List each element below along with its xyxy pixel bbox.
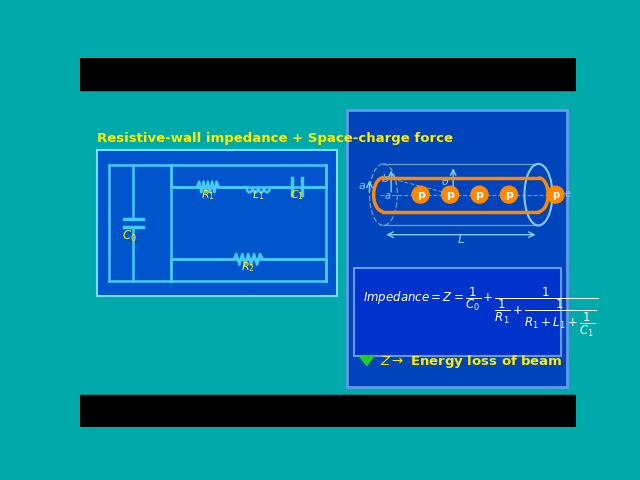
Bar <box>353 268 561 356</box>
Bar <box>80 58 576 90</box>
Text: $C_1$: $C_1$ <box>290 188 304 202</box>
Text: p: p <box>476 190 483 200</box>
Text: p: p <box>505 190 513 200</box>
Bar <box>97 150 337 296</box>
Text: $\mathit{Impedance} = Z = \dfrac{1}{C_0} + \dfrac{1}{\dfrac{1}{R_1} + \dfrac{1}{: $\mathit{Impedance} = Z = \dfrac{1}{C_0}… <box>363 286 598 339</box>
Circle shape <box>500 186 518 203</box>
Text: p: p <box>552 190 559 200</box>
Bar <box>348 110 566 387</box>
Circle shape <box>471 186 488 203</box>
Text: p: p <box>446 190 454 200</box>
Text: $Z \rightarrow$ Energy loss of beam: $Z \rightarrow$ Energy loss of beam <box>380 353 563 370</box>
Text: b: b <box>381 174 388 184</box>
Text: $R_1$: $R_1$ <box>201 188 215 202</box>
Text: L: L <box>458 233 465 246</box>
Text: e: e <box>564 189 571 199</box>
Text: $R_2$: $R_2$ <box>241 260 255 274</box>
Circle shape <box>412 186 429 203</box>
Text: a: a <box>384 191 390 201</box>
Bar <box>80 395 576 427</box>
Text: θ: θ <box>442 178 449 187</box>
Text: p: p <box>417 190 424 200</box>
Circle shape <box>442 186 459 203</box>
Circle shape <box>547 186 564 203</box>
Text: a: a <box>358 181 365 191</box>
Text: $L_1$: $L_1$ <box>252 188 264 202</box>
Text: $C_0$: $C_0$ <box>122 229 137 244</box>
Text: Resistive-wall impedance + Space-charge force: Resistive-wall impedance + Space-charge … <box>97 132 453 145</box>
Polygon shape <box>359 356 374 366</box>
